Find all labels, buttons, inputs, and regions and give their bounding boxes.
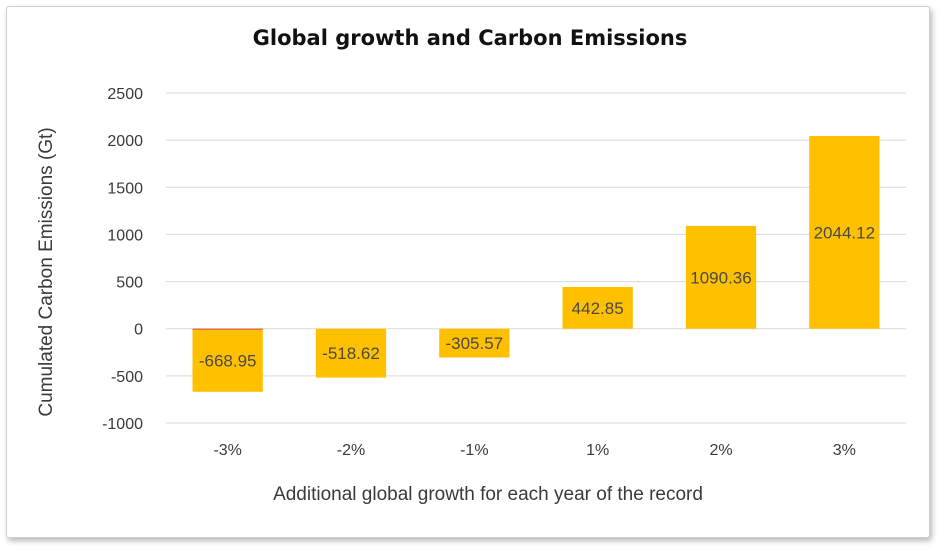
- x-tick-label: -1%: [460, 442, 488, 459]
- data-label: 2044.12: [814, 223, 875, 242]
- bar: [685, 225, 757, 329]
- chart-frame: [6, 6, 930, 538]
- y-tick-label: 2000: [107, 133, 143, 150]
- x-tick-label: 2%: [709, 442, 732, 459]
- x-tick-label: 1%: [586, 442, 609, 459]
- y-axis-label: Cumulated Carbon Emissions (Gt): [36, 127, 57, 416]
- x-tick-label: -2%: [337, 442, 365, 459]
- data-label: -305.57: [445, 334, 503, 353]
- data-labels: -668.95 -518.62 -305.57 442.85 1090.36 2044.1…: [199, 223, 875, 370]
- grid-lines: [166, 92, 906, 424]
- data-label: 1090.36: [690, 268, 751, 287]
- x-tick-label: 3%: [833, 442, 856, 459]
- bar: [439, 328, 510, 358]
- x-tick-label: -3%: [213, 442, 241, 459]
- bars: [192, 135, 880, 392]
- y-tick-label: 500: [116, 275, 143, 292]
- chart-title: Global growth and Carbon Emissions: [253, 26, 688, 50]
- x-tick-labels: -3% -2% -1% 1% 2% 3%: [213, 442, 855, 459]
- bar: [562, 286, 633, 329]
- data-label: -668.95: [199, 351, 257, 370]
- y-tick-label: -500: [111, 369, 143, 386]
- x-axis-label: Additional global growth for each year o…: [273, 484, 703, 505]
- y-tick-label: -1000: [102, 416, 143, 433]
- bar: [192, 328, 263, 392]
- data-label: 442.85: [572, 299, 624, 318]
- bar: [809, 135, 880, 329]
- y-tick-labels: -1000 -500 0 500 1000 1500 2000 2500: [102, 86, 143, 433]
- y-tick-label: 1000: [107, 227, 143, 244]
- y-tick-label: 2500: [107, 86, 143, 103]
- bar: [315, 328, 387, 378]
- data-label: -518.62: [322, 344, 380, 363]
- y-tick-label: 1500: [107, 180, 143, 197]
- y-tick-label: 0: [134, 322, 143, 339]
